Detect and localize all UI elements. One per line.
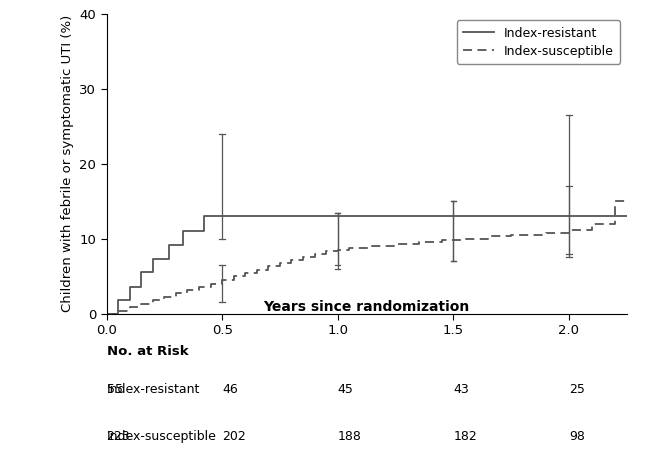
- Text: 98: 98: [569, 430, 585, 443]
- Text: 25: 25: [569, 384, 585, 396]
- Text: 46: 46: [222, 384, 238, 396]
- Text: No. at Risk: No. at Risk: [107, 345, 188, 358]
- Text: Index-resistant: Index-resistant: [107, 384, 200, 396]
- Text: Years since randomization: Years since randomization: [264, 299, 470, 313]
- Text: 182: 182: [453, 430, 477, 443]
- Text: 223: 223: [107, 430, 130, 443]
- Text: 55: 55: [107, 384, 123, 396]
- Legend: Index-resistant, Index-susceptible: Index-resistant, Index-susceptible: [457, 20, 620, 64]
- Text: 45: 45: [338, 384, 353, 396]
- Text: Index-susceptible: Index-susceptible: [107, 430, 216, 443]
- Y-axis label: Children with febrile or symptomatic UTI (%): Children with febrile or symptomatic UTI…: [61, 15, 74, 313]
- Text: 188: 188: [338, 430, 362, 443]
- Text: 202: 202: [222, 430, 246, 443]
- Text: 43: 43: [453, 384, 469, 396]
